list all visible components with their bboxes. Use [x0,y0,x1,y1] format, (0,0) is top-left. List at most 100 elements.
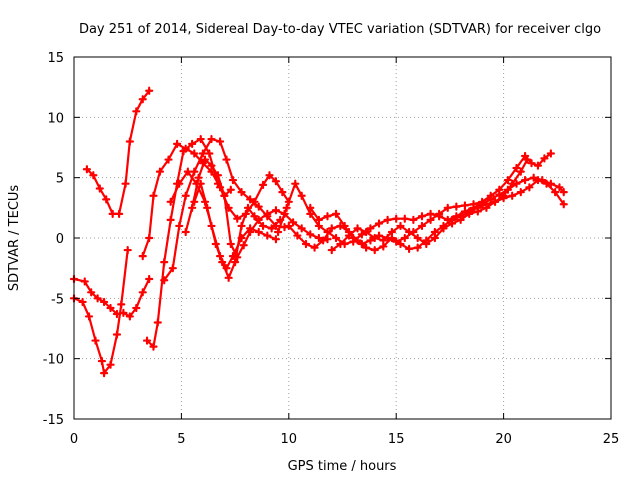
data-point [529,173,538,182]
data-point [220,191,229,200]
data-point [271,177,281,186]
data-point [160,258,169,267]
data-point [222,264,231,273]
data-point [327,224,336,233]
data-point [117,300,126,309]
data-point [87,288,96,297]
data-point [284,221,293,231]
data-point [490,197,500,206]
data-point [102,195,111,204]
data-point [447,219,457,228]
data-point [95,184,104,193]
data-point [392,214,401,223]
data-point [417,221,427,231]
data-point [271,206,281,215]
x-tick-label: 20 [495,432,512,447]
data-point [323,212,332,221]
data-point [396,239,405,249]
data-point [99,297,109,307]
x-tick-label: 10 [281,432,298,447]
data-point [215,252,225,261]
data-point [80,277,89,286]
chart-title: Day 251 of 2014, Sidereal Day-to-day VTE… [79,22,601,37]
data-point [93,294,102,303]
data-point [297,224,306,233]
data-point [91,336,100,345]
data-point [97,356,107,366]
data-point [357,230,366,239]
data-point [258,221,268,231]
data-point [542,179,551,188]
series-arc-4 [142,134,235,351]
data-point [551,188,560,197]
data-point [439,224,448,233]
data-point [387,227,397,237]
data-point [278,188,287,197]
data-point [495,185,504,194]
data-point [482,203,491,212]
data-point [198,149,207,158]
data-point [258,180,268,190]
data-point [190,197,199,206]
data-point [486,191,495,200]
data-point [190,149,199,158]
data-point [168,264,177,273]
data-point [379,236,388,245]
data-point [323,235,332,244]
data-point [222,155,231,164]
data-point [516,167,525,176]
data-point [297,191,306,200]
data-point [250,212,259,221]
data-point [288,218,298,227]
series-layer [69,86,568,378]
data-point [82,165,91,174]
data-point [422,239,431,249]
data-point [456,215,465,224]
data-point [280,223,289,232]
data-point [404,244,414,253]
data-point [546,149,555,158]
data-point [362,243,371,252]
data-point [291,179,300,188]
y-tick-label: 15 [47,51,64,66]
data-point [145,86,154,95]
x-tick-label: 15 [388,432,405,447]
data-point [226,239,235,249]
data-point [263,231,272,240]
data-point [478,197,487,206]
data-point [153,318,162,327]
data-point [121,179,130,188]
y-tick-label: -5 [51,292,64,307]
data-point [267,224,276,233]
data-point [366,236,375,245]
data-point [246,195,255,204]
series-arc-9 [166,167,281,273]
x-tick-label: 25 [603,432,620,447]
data-point [443,203,452,212]
data-point [331,209,341,218]
data-point [374,219,384,228]
series-line [85,89,151,215]
data-point [293,231,302,240]
series-line [163,138,286,282]
data-point [181,144,190,153]
data-point [78,297,87,307]
data-point [200,197,210,206]
data-point [559,188,568,197]
data-point [173,139,182,148]
data-point [243,203,253,212]
series-arc-1 [82,86,154,218]
data-point [370,233,379,243]
data-point [89,171,98,180]
data-point [155,167,165,176]
data-point [224,273,233,282]
data-point [310,243,319,252]
x-tick-label: 0 [70,432,78,447]
data-point [469,200,478,209]
series-arc-8 [190,179,285,282]
data-point [138,252,147,261]
data-point [396,221,405,231]
data-point [271,235,281,244]
